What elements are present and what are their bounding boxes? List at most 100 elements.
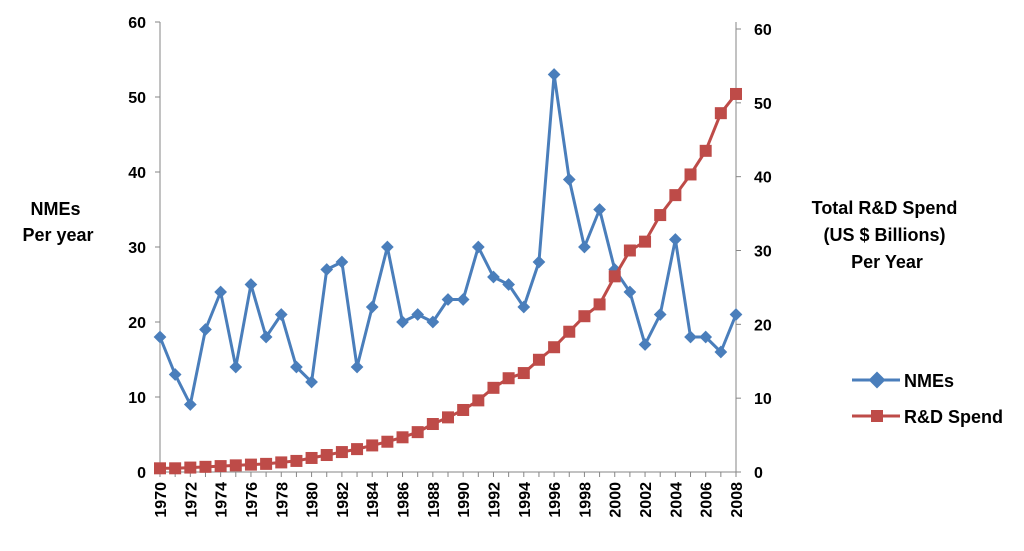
right-y-tick-label: 30 <box>754 244 772 261</box>
x-tick-label: 1994 <box>517 482 534 518</box>
x-tick-label: 1972 <box>183 482 200 518</box>
data-point <box>502 278 515 291</box>
data-point <box>471 240 485 254</box>
data-point <box>487 270 500 284</box>
data-point <box>153 330 167 344</box>
data-point <box>472 394 485 407</box>
data-point <box>335 446 348 459</box>
data-point <box>305 375 318 389</box>
right-y-tick-labels: 0 10 20 30 40 50 60 <box>736 22 772 482</box>
right-y-tick-label: 50 <box>754 96 772 113</box>
data-point <box>199 460 212 473</box>
data-point <box>532 255 546 269</box>
x-tick-label: 1996 <box>547 482 564 518</box>
left-y-axis-title-line-1: NMEs <box>30 199 80 219</box>
x-tick-label: 1984 <box>365 482 382 518</box>
x-tick-label: 1992 <box>486 482 503 518</box>
data-point <box>442 411 454 424</box>
x-tick-label: 2006 <box>699 482 716 518</box>
data-point <box>730 87 742 100</box>
x-tick-label: 1976 <box>244 482 261 518</box>
data-point <box>396 315 409 329</box>
data-point <box>351 443 364 456</box>
right-y-axis-title: Total R&D Spend (US $ Billions) Per Year <box>812 198 963 272</box>
data-point <box>411 426 424 439</box>
data-point <box>183 398 197 411</box>
data-point <box>244 278 258 291</box>
x-tick-label: 1978 <box>274 482 291 518</box>
data-point <box>411 308 425 321</box>
legend: NMEs R&D Spend <box>852 371 1003 427</box>
data-point <box>578 310 591 323</box>
data-point <box>365 300 379 314</box>
data-point <box>290 454 303 467</box>
series-r-d-spend <box>154 87 742 475</box>
x-tick-label: 1990 <box>456 482 473 518</box>
x-tick-labels: 1970 1972 1974 1976 1978 1980 1982 1984 1986 1988… <box>153 472 746 518</box>
data-point <box>426 418 439 431</box>
data-point <box>532 353 545 366</box>
right-y-axis-title-line-2: (US $ Billions) <box>823 225 945 245</box>
data-point <box>669 189 682 202</box>
left-y-tick-label: 60 <box>128 15 146 32</box>
data-point <box>290 360 303 374</box>
data-point <box>366 439 379 452</box>
data-point <box>669 233 682 246</box>
x-tick-label: 1974 <box>214 482 231 518</box>
data-point <box>244 458 257 471</box>
data-point <box>229 459 242 472</box>
data-point <box>502 372 515 385</box>
data-point <box>623 244 636 257</box>
data-point <box>547 68 561 81</box>
data-point <box>441 293 455 306</box>
data-point <box>274 308 288 321</box>
data-point <box>335 255 349 269</box>
data-point <box>456 293 470 306</box>
data-point <box>638 338 652 351</box>
data-point <box>639 235 652 248</box>
legend-rd-spend-marker <box>871 410 883 422</box>
data-point <box>168 368 182 381</box>
data-point <box>214 285 227 299</box>
data-point <box>214 460 227 473</box>
right-y-tick-label: 20 <box>754 317 772 334</box>
data-point <box>593 203 606 216</box>
data-point <box>381 240 394 254</box>
x-tick-label: 1988 <box>426 482 443 518</box>
left-y-tick-label: 10 <box>128 390 146 407</box>
data-point <box>699 144 712 157</box>
data-point <box>381 435 394 448</box>
data-point <box>457 403 470 416</box>
data-point <box>154 462 166 475</box>
left-y-axis-title: NMEs Per year <box>22 199 93 245</box>
data-point <box>653 308 667 321</box>
data-point <box>654 209 667 222</box>
data-point <box>260 457 273 470</box>
right-y-tick-label: 10 <box>754 391 772 408</box>
data-point <box>320 449 333 462</box>
left-y-tick-label: 0 <box>137 465 146 482</box>
data-point <box>684 330 697 344</box>
left-y-tick-label: 20 <box>128 315 146 332</box>
data-point <box>259 330 273 344</box>
data-point <box>608 270 621 283</box>
data-point <box>426 315 440 329</box>
legend-nmes-label: NMEs <box>904 371 954 391</box>
data-point <box>729 308 743 321</box>
right-y-axis-title-line-1: Total R&D Spend <box>812 198 958 218</box>
data-point <box>320 263 334 276</box>
data-point <box>350 360 364 374</box>
x-tick-label: 1998 <box>577 482 594 518</box>
legend-item-rd-spend: R&D Spend <box>852 407 1003 427</box>
left-y-tick-label: 40 <box>128 165 146 182</box>
x-tick-label: 2002 <box>638 482 655 518</box>
data-point <box>169 462 182 475</box>
right-y-tick-label: 40 <box>754 170 772 187</box>
x-tick-label: 1980 <box>305 482 322 518</box>
data-point <box>562 173 576 186</box>
series-nmes <box>153 68 743 411</box>
data-point <box>593 298 606 311</box>
legend-nmes-marker <box>868 371 886 389</box>
data-point <box>305 451 318 464</box>
